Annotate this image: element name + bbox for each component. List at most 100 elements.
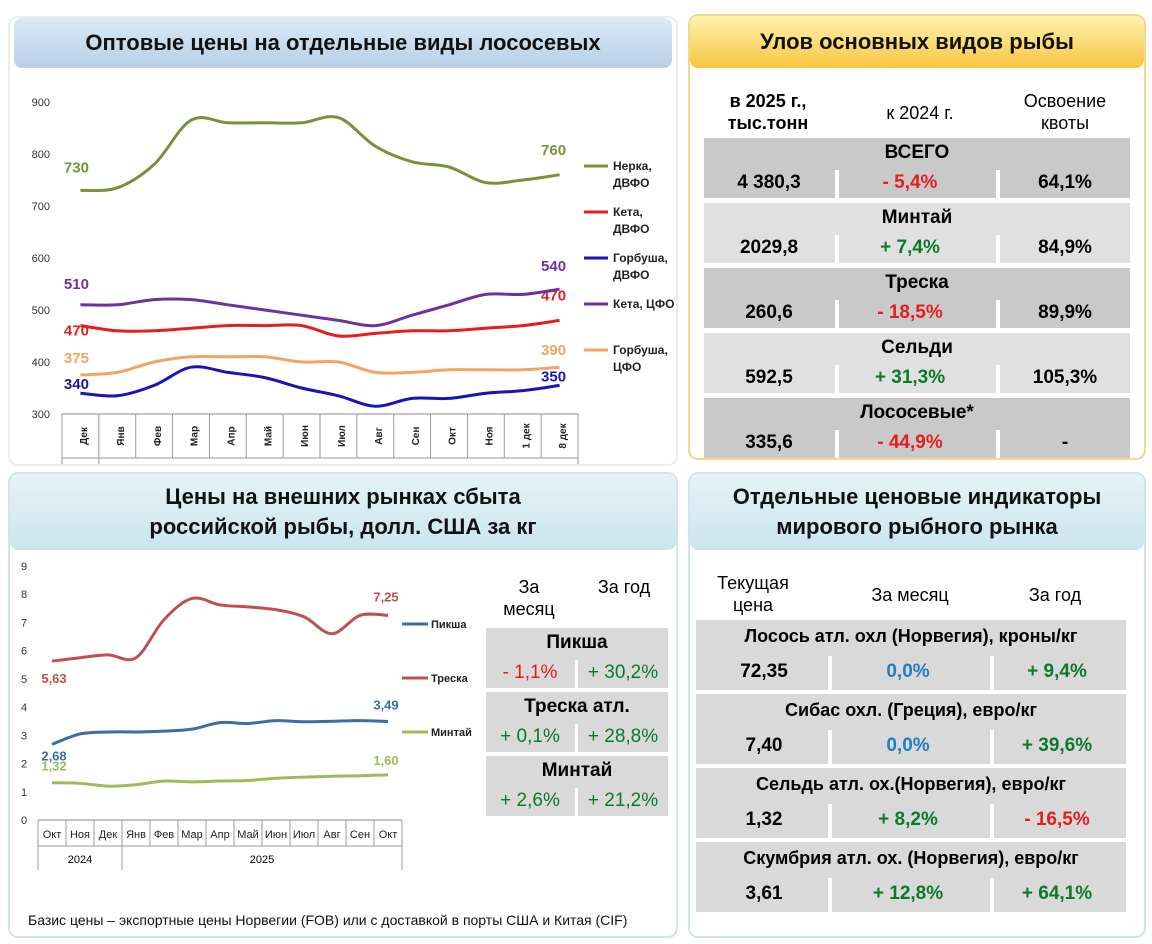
indicator-month: 0,0% — [886, 661, 930, 682]
indicator-divider — [990, 878, 994, 912]
export-row-name: Пикша — [546, 632, 608, 653]
salmon-chart-title: Оптовые цены на отдельные виды лососевых — [14, 18, 672, 68]
salmon-xtick: Мар — [190, 426, 201, 446]
export-xtick: Июл — [293, 829, 315, 841]
export-divider — [575, 724, 578, 752]
salmon-end-label: 390 — [541, 342, 566, 359]
salmon-xtick: 1 дек — [521, 422, 532, 448]
export-end-label: 3,49 — [373, 698, 398, 713]
catch-row-change: + 31,3% — [874, 367, 946, 388]
salmon-xtick: Дек — [79, 426, 90, 445]
catch-row-change: + 7,4% — [880, 237, 940, 258]
catch-divider — [835, 365, 839, 393]
salmon-xtick: Фев — [153, 426, 164, 446]
indicators-panel: Отдельные ценовые индикаторы мирового ры… — [688, 472, 1146, 938]
indicator-name: Сельдь атл. ох.(Норвегия), евро/кг — [755, 773, 1067, 794]
indicator-year: + 9,4% — [1027, 661, 1087, 682]
catch-divider — [996, 365, 1000, 393]
indicator-divider — [990, 656, 994, 690]
export-xtick: Май — [237, 829, 259, 841]
catch-row-quota: 84,9% — [1038, 237, 1092, 258]
export-ytick: 8 — [21, 589, 27, 601]
salmon-legend-label: Горбуша, ДВФО — [613, 251, 668, 282]
export-ytick: 5 — [21, 674, 27, 686]
export-col-year: За год — [597, 577, 651, 597]
salmon-xtick: Авг — [374, 427, 385, 445]
export-xtick: Сен — [350, 829, 370, 841]
catch-row-name: Сельди — [881, 337, 953, 358]
salmon-xtick: Апр — [226, 426, 237, 445]
catch-row — [704, 268, 1130, 328]
export-year-label: 2024 — [68, 854, 92, 866]
salmon-ytick: 800 — [32, 149, 50, 161]
export-end-label: 1,60 — [373, 753, 398, 768]
catch-row-value: 335,6 — [745, 432, 793, 453]
indicator-row — [696, 694, 1126, 764]
indicator-name: Лосось атл. охл (Норвегия), кроны/кг — [744, 625, 1078, 646]
export-row-name: Треска атл. — [524, 696, 630, 717]
export-divider — [575, 660, 578, 688]
export-end-label: 7,25 — [373, 589, 398, 604]
export-series-line — [51, 719, 389, 746]
export-footnote: Базис цены – экспортные цены Норвегии (F… — [28, 912, 628, 928]
export-panel: Цены на внешних рынках сбыта российской … — [8, 472, 678, 938]
export-series-line — [51, 596, 389, 663]
catch-row-value: 260,6 — [745, 302, 793, 323]
catch-row-change: - 18,5% — [877, 302, 943, 323]
catch-title: Улов основных видов рыбы — [690, 16, 1144, 68]
catch-col-volume: в 2025 г., тыс.тонн — [727, 91, 809, 133]
catch-divider — [996, 235, 1000, 263]
catch-divider — [996, 170, 1000, 198]
export-title: Цены на внешних рынках сбыта российской … — [10, 474, 676, 550]
export-xtick: Авг — [323, 829, 340, 841]
export-price-chart: 0 1 2 3 4 5 6 7 8 9 Окт Ноя Дек Янв Фев Мар Апр Май Июн Июл… — [21, 561, 472, 870]
catch-col-quota: Освоение квоты — [1023, 91, 1107, 133]
salmon-end-label: 350 — [541, 368, 566, 385]
salmon-start-label: 340 — [64, 376, 89, 393]
export-row-year: + 30,2% — [587, 662, 659, 683]
export-year-label: 2025 — [250, 854, 274, 866]
indicator-divider — [828, 804, 832, 838]
ind-col-year: За год — [1028, 585, 1082, 605]
indicator-month: + 12,8% — [872, 883, 944, 904]
export-ytick: 1 — [21, 787, 27, 799]
salmon-xtick: Май — [263, 426, 274, 446]
salmon-start-label: 470 — [64, 323, 89, 340]
catch-row-name: Лососевые* — [860, 402, 974, 423]
indicator-year: + 39,6% — [1021, 735, 1093, 756]
export-ytick: 2 — [21, 759, 27, 771]
catch-row-value: 4 380,3 — [737, 172, 801, 193]
salmon-xtick: 8 дек — [558, 422, 569, 448]
salmon-xtick: Окт — [448, 427, 459, 445]
catch-row-quota: 64,1% — [1038, 172, 1092, 193]
catch-row-name: Минтай — [881, 207, 953, 228]
export-xtick: Дек — [99, 829, 118, 841]
salmon-legend-label: Горбуша, ЦФО — [613, 343, 668, 374]
catch-divider — [835, 235, 839, 263]
catch-divider — [996, 300, 1000, 328]
export-divider — [575, 788, 578, 816]
catch-col-change: к 2024 г. — [886, 103, 954, 123]
export-legend-label: Пикша — [431, 619, 467, 631]
catch-row-name: Треска — [885, 272, 949, 293]
catch-panel: Улов основных видов рыбы в 2025 г., тыс.… — [688, 14, 1146, 460]
salmon-start-label: 375 — [64, 350, 89, 367]
salmon-ytick: 400 — [32, 357, 50, 369]
salmon-legend-label: Кета, ДВФО — [613, 205, 650, 236]
indicator-row — [696, 620, 1126, 690]
export-ytick: 4 — [21, 702, 27, 714]
salmon-series-line — [80, 287, 560, 328]
indicator-name: Сибас охл. (Греция), евро/кг — [785, 699, 1037, 720]
export-legend-label: Треска — [431, 673, 469, 685]
indicator-divider — [828, 730, 832, 764]
export-ytick: 3 — [21, 730, 27, 742]
indicator-month: 0,0% — [886, 735, 930, 756]
indicator-divider — [990, 804, 994, 838]
export-col-month: За месяц — [503, 577, 555, 619]
export-xtick: Июн — [265, 829, 287, 841]
catch-row — [704, 138, 1130, 198]
export-ytick: 9 — [21, 561, 27, 573]
salmon-xtick: Янв — [116, 426, 127, 445]
indicator-year: + 64,1% — [1021, 883, 1093, 904]
indicator-row — [696, 768, 1126, 838]
